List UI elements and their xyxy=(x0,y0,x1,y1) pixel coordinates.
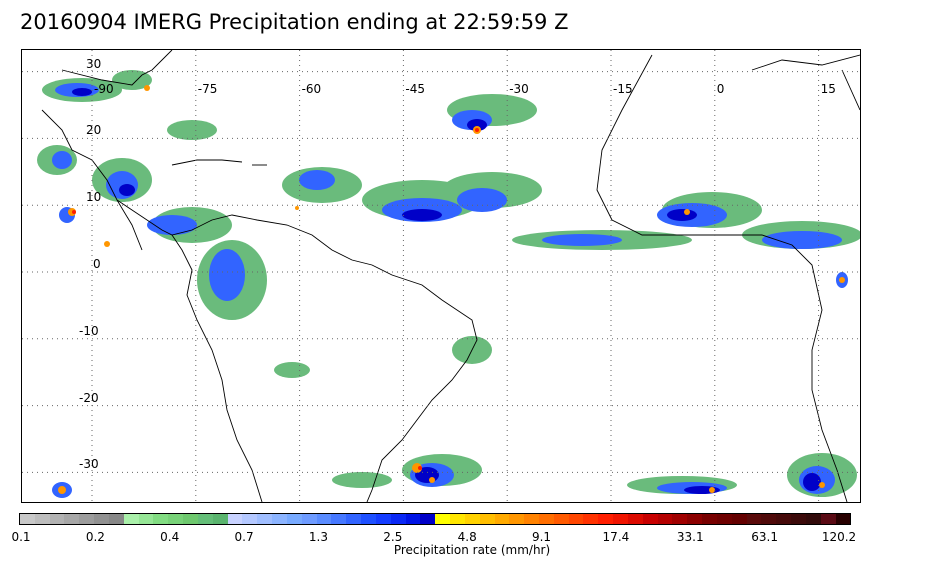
colorbar-swatch xyxy=(183,514,198,524)
colorbar-tick-label: 17.4 xyxy=(602,530,630,544)
colorbar-swatch xyxy=(405,514,421,524)
lat-label: 20 xyxy=(86,123,102,138)
lon-label: -75 xyxy=(197,82,218,96)
colorbar-swatch xyxy=(568,514,584,524)
colorbar-tick-label: 63.1 xyxy=(751,530,778,544)
colorbar-tick-label: 0.1 xyxy=(11,530,31,544)
colorbar-swatch xyxy=(583,514,599,524)
lon-label: -30 xyxy=(509,82,529,96)
colorbar-swatch xyxy=(805,514,821,524)
colorbar-swatch xyxy=(598,514,614,524)
colorbar-tick-label: 9.1 xyxy=(531,530,552,544)
colorbar-swatch xyxy=(746,514,762,524)
colorbar-tick-label: 33.1 xyxy=(676,530,704,544)
colorbar-swatch xyxy=(20,514,35,524)
lat-label: 30 xyxy=(86,56,102,71)
colorbar-swatch xyxy=(108,514,124,524)
lat-label: -20 xyxy=(79,390,99,405)
colorbar-swatch xyxy=(642,514,658,524)
colorbar-swatch xyxy=(138,514,154,524)
colorbar-swatch xyxy=(34,514,50,524)
colorbar-swatch xyxy=(390,514,406,524)
colorbar-swatch xyxy=(346,514,362,524)
colorbar-swatch xyxy=(435,514,451,524)
colorbar-swatch xyxy=(94,514,109,524)
colorbar-swatch xyxy=(524,514,539,524)
colorbar-swatch xyxy=(272,514,287,524)
colorbar-swatch xyxy=(702,514,717,524)
colorbar-tick-label: 120.2 xyxy=(821,530,857,544)
colorbar-swatch xyxy=(123,514,139,524)
lat-label: -30 xyxy=(79,457,99,472)
lon-label: -15 xyxy=(613,82,633,96)
colorbar-swatch xyxy=(820,514,836,524)
colorbar-swatch xyxy=(49,514,65,524)
map-title: 20160904 IMERG Precipitation ending at 2… xyxy=(20,10,569,34)
colorbar-swatch xyxy=(301,514,317,524)
colorbar-swatch xyxy=(420,514,436,524)
colorbar-swatch xyxy=(627,514,643,524)
precipitation-map[interactable] xyxy=(21,49,861,503)
colorbar-swatch xyxy=(553,514,569,524)
colorbar-swatch xyxy=(168,514,184,524)
colorbar-swatch xyxy=(286,514,302,524)
colorbar-swatch xyxy=(761,514,777,524)
colorbar-swatch xyxy=(716,514,732,524)
colorbar-tick-label: 0.7 xyxy=(234,530,254,544)
lat-label: -10 xyxy=(79,323,99,338)
lat-label: 10 xyxy=(86,190,102,205)
lon-label: 15 xyxy=(820,82,836,96)
colorbar-tick-label: 1.3 xyxy=(308,530,328,544)
precipitation-layer xyxy=(37,70,860,498)
lon-label: -45 xyxy=(405,82,425,96)
colorbar-swatch xyxy=(450,514,465,524)
colorbar-swatch xyxy=(79,514,95,524)
colorbar-title: Precipitation rate (mm/hr) xyxy=(393,543,551,557)
colorbar-swatch xyxy=(687,514,703,524)
colorbar-tick-label: 2.5 xyxy=(383,530,403,544)
colorbar-tick-label: 0.4 xyxy=(160,530,180,544)
lat-label: 0 xyxy=(93,257,101,271)
colorbar-swatch xyxy=(776,514,792,524)
colorbar-swatch xyxy=(672,514,688,524)
colorbar-tick-label: 0.2 xyxy=(85,530,105,544)
coastline-layer xyxy=(41,50,860,502)
colorbar-swatch xyxy=(464,514,480,524)
colorbar-swatch xyxy=(509,514,525,524)
colorbar-swatch xyxy=(64,514,80,524)
colorbar-swatch xyxy=(316,514,332,524)
lon-label: -60 xyxy=(301,82,322,96)
lon-label: 0 xyxy=(716,82,725,96)
colorbar-swatch xyxy=(657,514,673,524)
colorbar-swatch xyxy=(494,514,510,524)
colorbar-swatch xyxy=(197,514,213,524)
lon-label: -90 xyxy=(94,82,114,96)
lat-lon-grid xyxy=(22,50,860,502)
colorbar-tick-label: 4.8 xyxy=(457,530,477,544)
colorbar-swatch xyxy=(538,514,554,524)
colorbar-swatch xyxy=(257,514,273,524)
colorbar-swatch xyxy=(212,514,228,524)
colorbar-swatch xyxy=(375,514,391,524)
colorbar-swatch xyxy=(479,514,495,524)
colorbar-swatch xyxy=(613,514,628,524)
colorbar-swatch xyxy=(835,514,851,524)
colorbar xyxy=(19,513,851,525)
colorbar-swatch xyxy=(242,514,258,524)
colorbar-swatch xyxy=(227,514,243,524)
colorbar-swatch xyxy=(153,514,169,524)
colorbar-swatch xyxy=(331,514,347,524)
colorbar-swatch xyxy=(361,514,376,524)
colorbar-swatch xyxy=(731,514,747,524)
colorbar-swatch xyxy=(791,514,806,524)
